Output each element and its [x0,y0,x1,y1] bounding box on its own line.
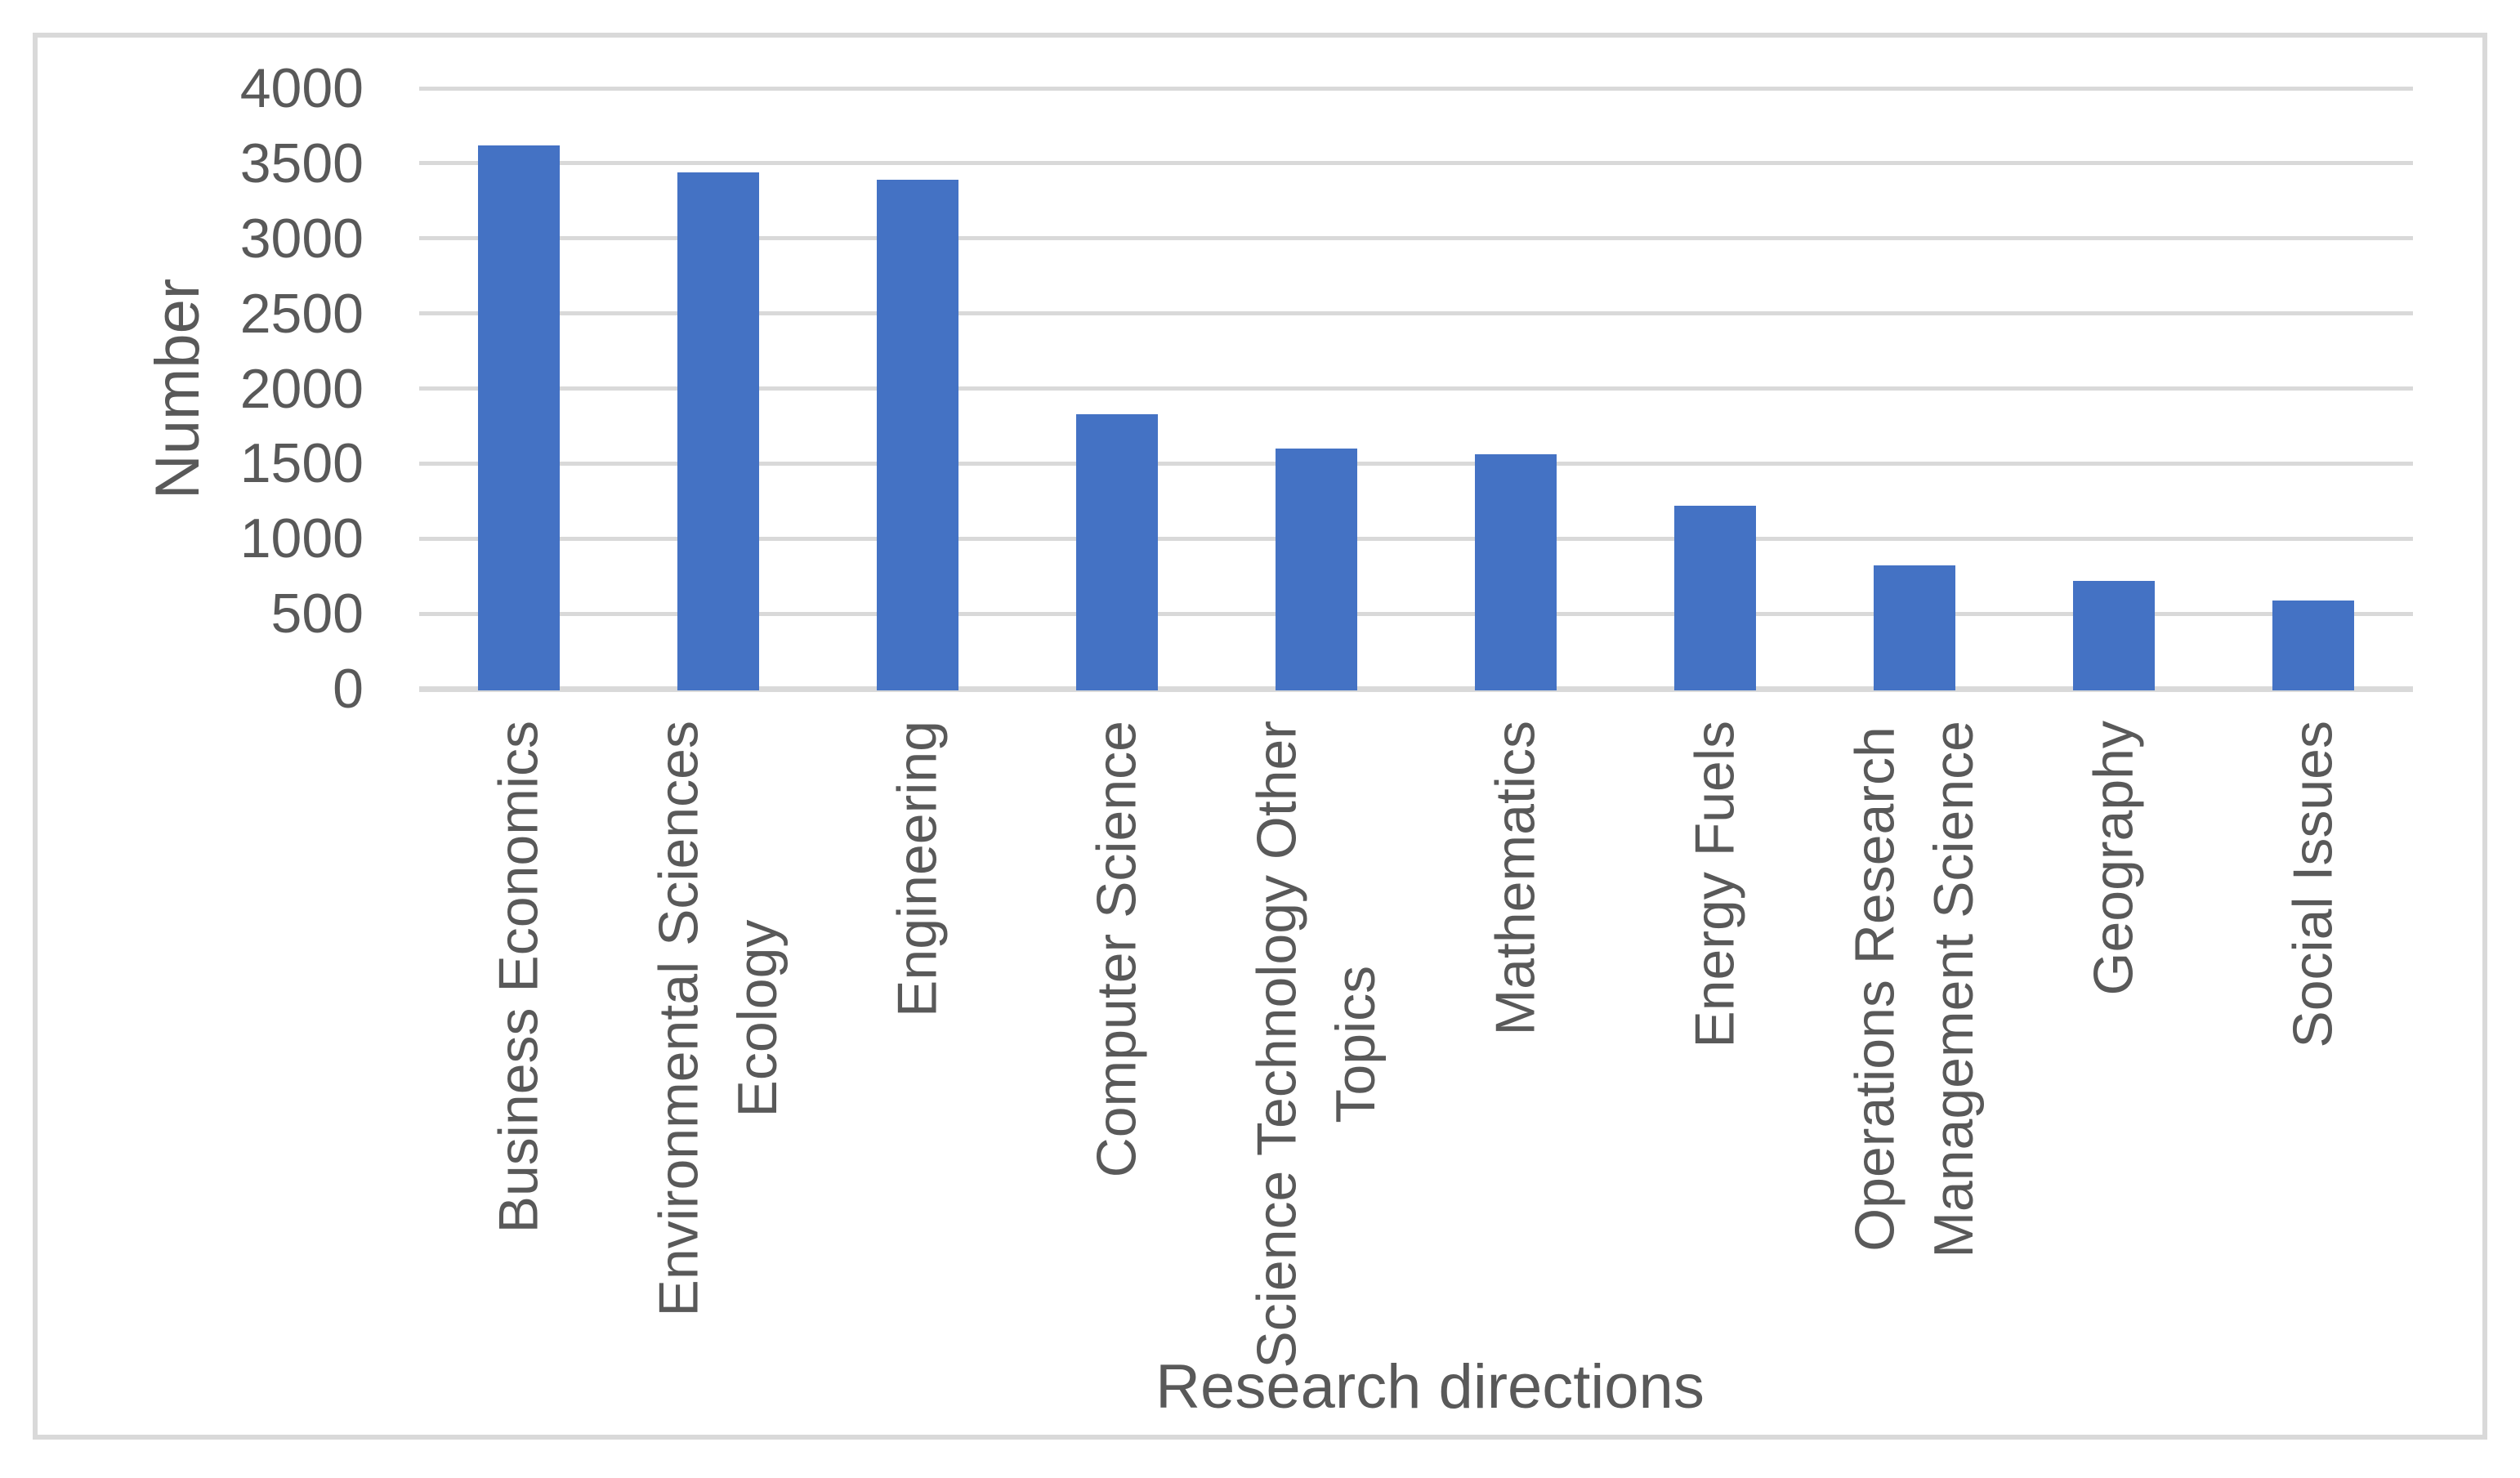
gridline [419,611,2413,616]
bar [2272,600,2354,690]
bar [1874,565,1955,690]
x-category-label: Energy Fuels [1683,721,1746,1048]
gridline [419,311,2413,316]
x-category-label: Social Issues [2281,721,2344,1048]
gridline [419,236,2413,241]
y-tick-label: 1000 [239,507,364,570]
y-tick-label: 0 [333,658,364,720]
bar [2073,580,2155,690]
x-category-label: Mathematics [1484,721,1547,1036]
bar [478,145,560,690]
x-axis-line [419,685,2413,692]
bar [877,180,958,690]
x-category-label: Computer Science [1085,721,1148,1178]
x-category-label: Science Technology Other Topics [1245,721,1387,1369]
y-axis-title: Number [143,278,213,500]
gridline [419,461,2413,466]
bar [1276,449,1357,690]
gridline [419,536,2413,541]
x-category-label: Geography [2082,721,2145,996]
bar [1475,454,1557,690]
y-tick-label: 3500 [239,132,364,194]
x-axis-title: Research directions [1155,1352,1705,1422]
gridline [419,386,2413,391]
x-category-label: Business Economics [487,721,550,1234]
bar [1674,505,1756,690]
x-category-label: Environmental Sciences Ecology [647,721,789,1317]
y-tick-label: 2000 [239,357,364,420]
bar [1076,413,1158,690]
y-tick-label: 3000 [239,207,364,270]
gridline [419,86,2413,91]
y-tick-label: 1500 [239,432,364,495]
y-tick-label: 4000 [239,57,364,119]
chart-border [33,33,2487,1440]
x-category-label: Engineering [886,721,949,1017]
x-category-label: Operations Research Management Science [1843,721,1985,1258]
y-tick-label: 500 [270,583,364,645]
bar [677,172,759,690]
y-tick-label: 2500 [239,282,364,345]
gridline [419,161,2413,166]
